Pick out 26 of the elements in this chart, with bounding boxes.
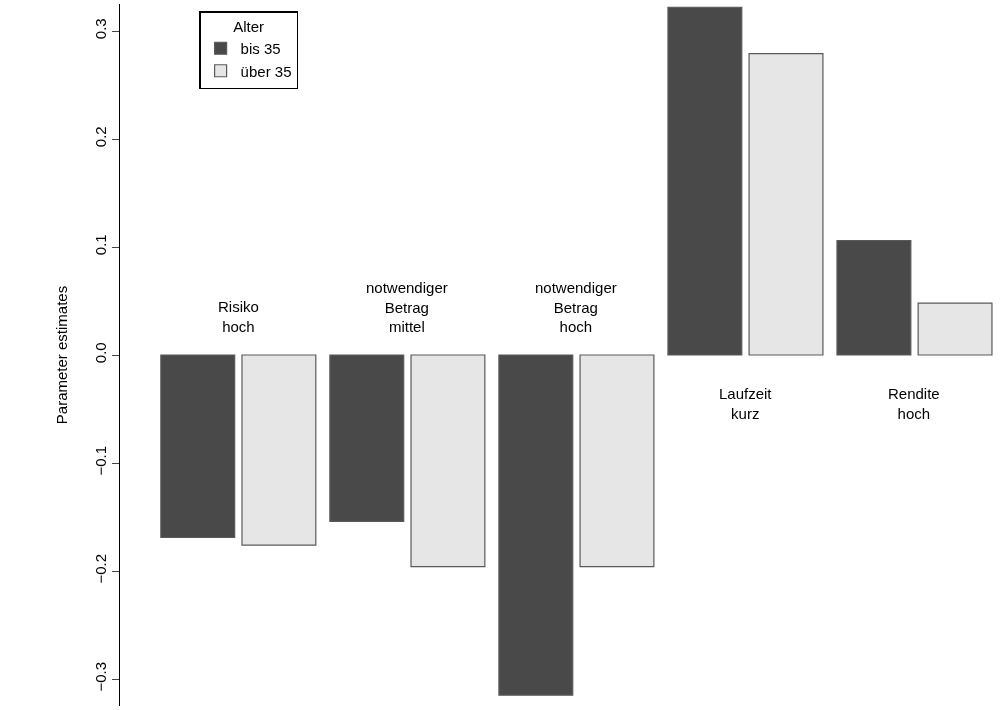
y-tick-label: −0.3 xyxy=(92,661,109,692)
legend-label: über 35 xyxy=(240,62,292,80)
x-tick-label: Risiko hoch xyxy=(218,298,259,335)
x-tick-label: notwendiger Betrag hoch xyxy=(535,279,617,335)
y-tick-label: 0.3 xyxy=(92,18,109,40)
y-tick-label: 0.0 xyxy=(92,342,109,364)
legend-label: bis 35 xyxy=(240,40,281,58)
y-axis-title: Parameter estimates xyxy=(53,285,71,425)
bar xyxy=(241,354,317,546)
bar xyxy=(498,354,574,696)
bar xyxy=(329,354,405,522)
bar xyxy=(667,6,743,356)
bar xyxy=(579,354,655,568)
bar xyxy=(836,239,912,356)
bar xyxy=(748,53,824,356)
y-tick-label: −0.1 xyxy=(92,445,109,476)
bar xyxy=(160,354,236,539)
x-tick-label: notwendiger Betrag mittel xyxy=(366,279,448,335)
bar xyxy=(917,302,993,356)
y-tick-label: −0.2 xyxy=(92,553,109,584)
x-tick-label: Laufzeit kurz xyxy=(719,385,773,422)
legend-title: Alter xyxy=(233,18,265,36)
x-tick-label: Rendite hoch xyxy=(888,385,940,422)
bar xyxy=(410,354,486,568)
y-tick-label: 0.2 xyxy=(92,126,109,148)
y-tick-label: 0.1 xyxy=(92,234,109,256)
